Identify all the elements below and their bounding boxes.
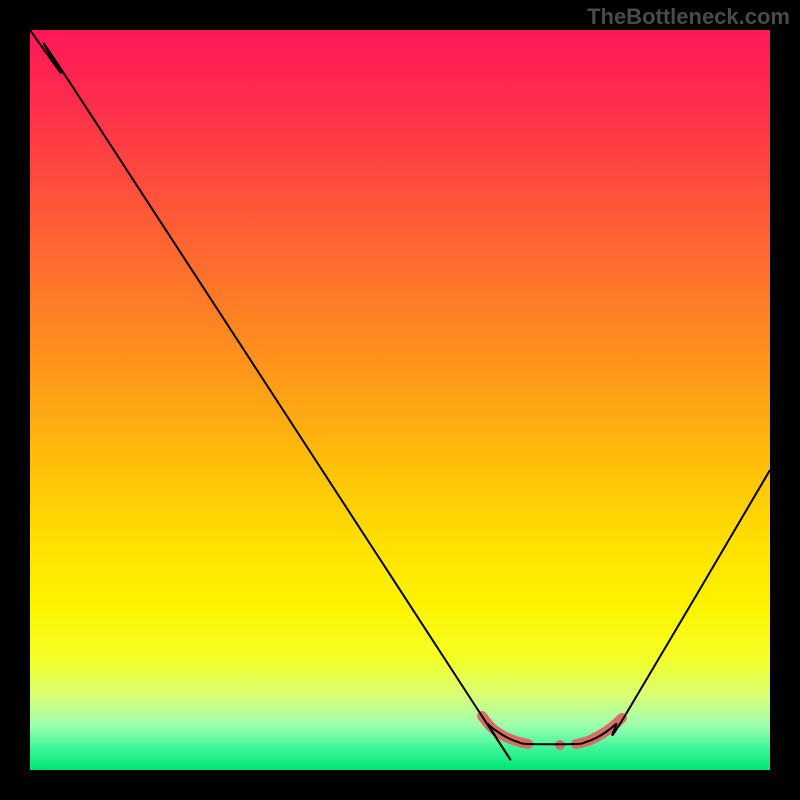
plot-area [30, 30, 770, 770]
chart-container: TheBottleneck.com [0, 0, 800, 800]
watermark-text: TheBottleneck.com [587, 4, 790, 30]
main-curve [30, 30, 770, 760]
curve-layer [30, 30, 770, 770]
